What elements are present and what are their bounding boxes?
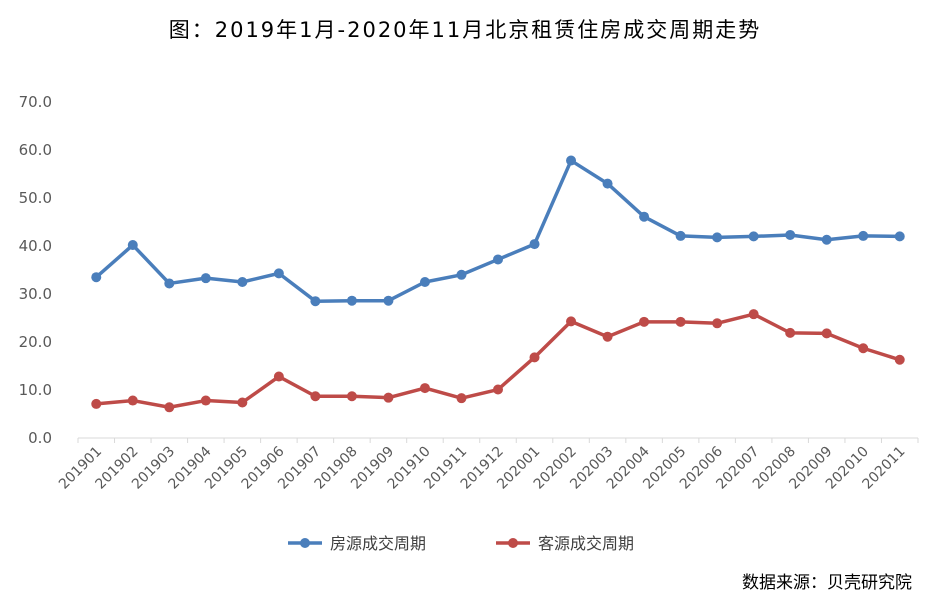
data-point	[566, 155, 577, 166]
data-point	[639, 316, 650, 327]
x-axis: 2019012019022019032019042019052019062019…	[56, 437, 919, 493]
legend: 房源成交周期 客源成交周期	[288, 534, 634, 553]
data-point	[127, 240, 138, 251]
y-tick-label: 60.0	[19, 141, 52, 159]
y-tick-label: 10.0	[19, 381, 52, 399]
data-point	[529, 352, 540, 363]
y-tick-label: 30.0	[19, 285, 52, 303]
data-point	[127, 395, 138, 406]
data-point	[200, 395, 211, 406]
y-tick-label: 0.0	[28, 429, 52, 447]
data-point	[91, 272, 102, 283]
data-point	[639, 211, 650, 222]
data-point	[273, 268, 284, 279]
data-point	[310, 296, 321, 307]
legend-label: 房源成交周期	[330, 534, 426, 553]
y-tick-label: 20.0	[19, 333, 52, 351]
data-point	[529, 239, 540, 250]
data-point	[383, 392, 394, 403]
data-point	[821, 328, 832, 339]
data-point	[346, 391, 357, 402]
data-point	[237, 277, 248, 287]
legend-marker	[300, 538, 310, 548]
data-point	[200, 273, 211, 284]
data-point	[785, 327, 796, 338]
data-point	[346, 295, 357, 306]
data-point	[894, 231, 905, 242]
data-point	[858, 343, 869, 354]
data-point	[602, 178, 613, 189]
data-point	[712, 232, 723, 243]
y-axis: 0.0 10.0 20.0 30.0 40.0 50.0 60.0 70.0	[19, 93, 52, 447]
data-point	[675, 230, 686, 241]
y-tick-label: 50.0	[19, 189, 52, 207]
data-point	[164, 278, 175, 289]
legend-marker	[508, 538, 518, 548]
data-point	[858, 230, 869, 241]
data-point	[493, 254, 503, 265]
series-group	[91, 155, 905, 413]
data-point	[821, 234, 832, 245]
data-point	[273, 371, 284, 382]
data-point	[310, 391, 321, 402]
data-point	[456, 393, 467, 404]
data-point	[748, 231, 759, 242]
chart-title: 图：2019年1月-2020年11月北京租赁住房成交周期走势	[168, 18, 762, 42]
data-point	[785, 229, 796, 240]
y-tick-label: 70.0	[19, 93, 52, 111]
series-line	[94, 158, 902, 303]
data-point	[748, 309, 759, 320]
data-point	[602, 331, 613, 342]
data-point	[493, 384, 503, 395]
legend-label: 客源成交周期	[538, 534, 634, 553]
data-point	[712, 318, 723, 329]
data-point	[91, 398, 102, 409]
source-note: 数据来源：贝壳研究院	[742, 573, 912, 593]
data-point	[164, 402, 175, 413]
data-point	[675, 316, 686, 327]
data-point	[566, 316, 577, 327]
data-point	[419, 277, 430, 287]
data-point	[237, 397, 248, 408]
data-point	[456, 269, 467, 280]
y-tick-label: 40.0	[19, 237, 52, 255]
data-point	[383, 295, 394, 306]
data-point	[894, 354, 905, 365]
data-point	[419, 383, 430, 394]
